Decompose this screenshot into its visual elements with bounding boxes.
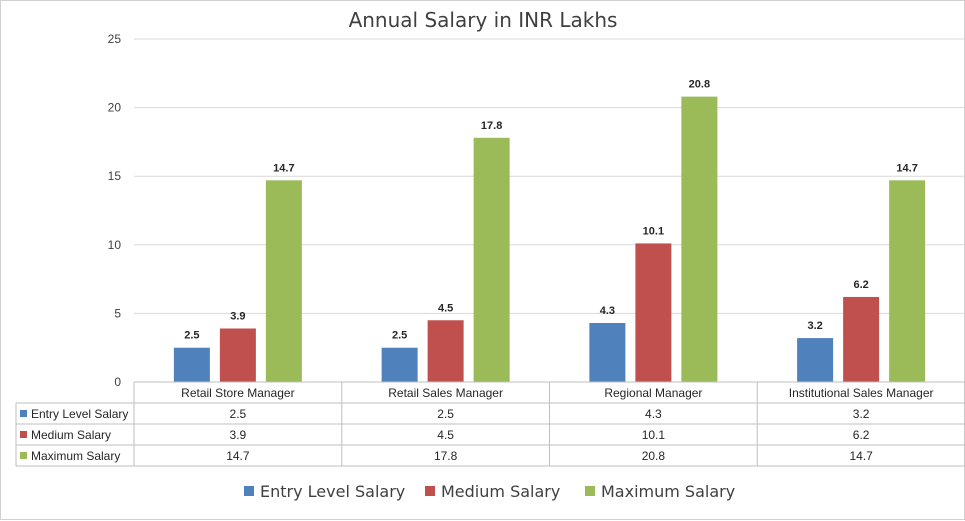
bar: [427, 320, 464, 382]
table-legend-key: [20, 452, 27, 459]
category-label: Retail Store Manager: [181, 386, 294, 400]
data-label: 4.5: [438, 302, 453, 314]
table-cell: 4.3: [645, 407, 662, 421]
bar: [797, 338, 834, 382]
table-row-label: Entry Level Salary: [31, 407, 128, 421]
y-tick-label: 5: [114, 306, 121, 320]
category-label: Institutional Sales Manager: [789, 386, 934, 400]
y-axis: 0 5 10 15 20 25: [108, 32, 122, 389]
table-cell: 3.9: [230, 428, 247, 442]
legend-swatch: [585, 486, 595, 496]
y-tick-label: 15: [108, 169, 122, 183]
bar: [635, 243, 672, 382]
legend: Entry Level Salary Medium Salary Maximum S…: [244, 482, 735, 501]
grid-lines: [134, 38, 965, 383]
bar: [843, 296, 880, 382]
table-cell: 17.8: [434, 449, 458, 463]
data-label: 6.2: [853, 279, 868, 291]
chart-title: Annual Salary in INR Lakhs: [349, 8, 618, 32]
table-cell: 14.7: [226, 449, 250, 463]
data-label: 2.5: [392, 330, 407, 342]
bar: [173, 347, 210, 382]
table-legend-key: [20, 431, 27, 438]
bar: [219, 328, 256, 382]
data-table: Retail Store Manager Retail Sales Manager…: [15, 381, 965, 467]
table-cell: 4.5: [437, 428, 454, 442]
table-cell: 20.8: [642, 449, 666, 463]
bar: [681, 96, 718, 383]
data-label: 3.9: [230, 310, 245, 322]
data-label: 20.8: [689, 79, 710, 91]
table-row-label: Medium Salary: [31, 428, 111, 442]
category-label: Regional Manager: [604, 386, 702, 400]
legend-swatch: [244, 486, 254, 496]
legend-label: Maximum Salary: [601, 482, 735, 501]
table-legend-key: [20, 410, 27, 417]
data-label: 2.5: [184, 330, 199, 342]
legend-label: Medium Salary: [441, 482, 560, 501]
data-label: 17.8: [481, 120, 502, 132]
data-label: 14.7: [273, 162, 294, 174]
bar: [473, 137, 510, 382]
legend-swatch: [425, 486, 435, 496]
y-tick-label: 25: [108, 32, 122, 46]
y-tick-label: 20: [108, 101, 122, 115]
bar: [889, 180, 926, 382]
table-cell: 3.2: [853, 407, 870, 421]
data-label: 14.7: [896, 162, 917, 174]
data-label: 3.2: [807, 320, 822, 332]
table-cell: 10.1: [642, 428, 666, 442]
y-tick-label: 10: [108, 238, 122, 252]
data-label: 10.1: [643, 225, 664, 237]
table-cell: 6.2: [853, 428, 870, 442]
data-label: 4.3: [600, 305, 615, 317]
table-cell: 2.5: [230, 407, 247, 421]
bar: [589, 323, 626, 382]
legend-label: Entry Level Salary: [260, 482, 405, 501]
table-cell: 2.5: [437, 407, 454, 421]
y-tick-label: 0: [114, 375, 121, 389]
table-cell: 14.7: [849, 449, 873, 463]
table-row-label: Maximum Salary: [31, 449, 120, 463]
bar: [265, 180, 302, 382]
category-label: Retail Sales Manager: [388, 386, 503, 400]
bar: [381, 347, 418, 382]
bars: 2.5 3.9 14.7 2.5 4.5 17.8 4.3 10.1 20.8 3.2 6.2 14.…: [173, 79, 926, 383]
